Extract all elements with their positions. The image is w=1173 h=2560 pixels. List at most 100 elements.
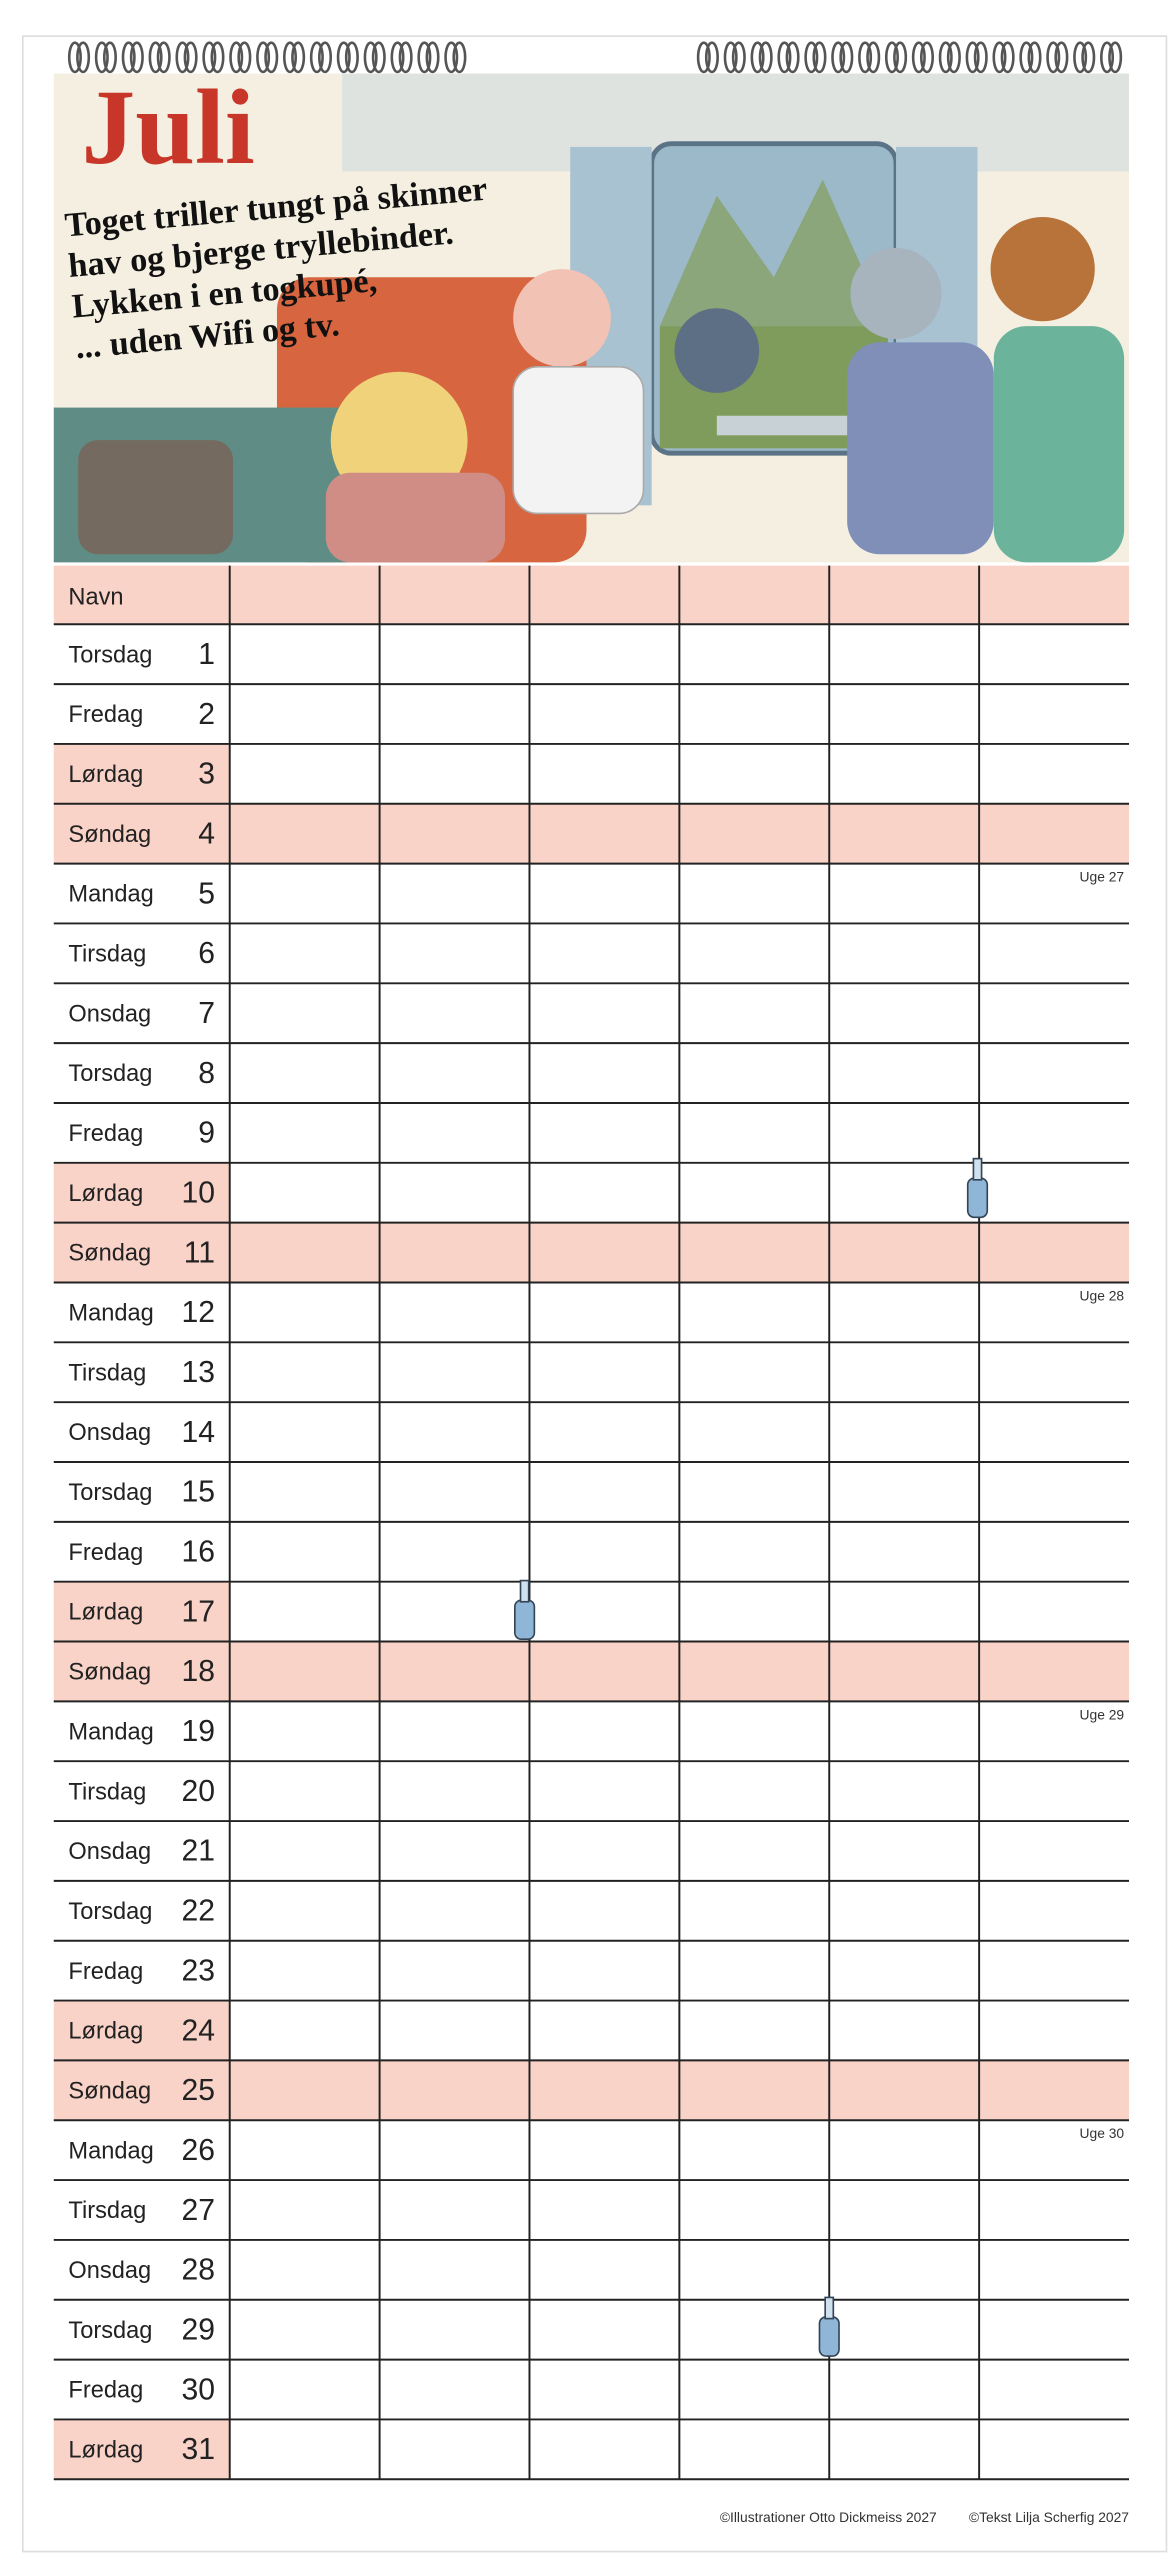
day-number: 7 xyxy=(198,997,215,1030)
ring xyxy=(264,41,279,74)
bottles xyxy=(514,1157,989,2357)
ring xyxy=(919,41,935,74)
ring xyxy=(282,41,297,74)
ring xyxy=(992,41,1007,74)
ring xyxy=(148,41,163,74)
illustration: Juli Toget triller tungt på skinner hav … xyxy=(53,68,1130,563)
ring xyxy=(229,41,244,74)
ring xyxy=(210,41,225,74)
day-name: Fredag xyxy=(68,702,143,728)
weekend-cell xyxy=(53,1581,230,1642)
ring xyxy=(444,41,459,74)
weekend-row xyxy=(53,1222,1130,1283)
day-number: 1 xyxy=(198,638,215,671)
boy xyxy=(674,308,760,393)
day-number: 21 xyxy=(182,1835,216,1868)
suitcase xyxy=(78,440,233,555)
poem: Toget triller tungt på skinner hav og bj… xyxy=(63,171,488,367)
ring xyxy=(839,41,854,74)
day-number: 9 xyxy=(198,1117,215,1150)
day-name: Fredag xyxy=(68,1121,143,1147)
day-name: Søndag xyxy=(68,822,151,848)
week-label: Uge 28 xyxy=(1080,1287,1125,1303)
ring xyxy=(425,41,440,74)
header-label: Navn xyxy=(68,585,123,611)
day-number: 3 xyxy=(198,758,215,791)
ring xyxy=(67,41,82,74)
day-name: Fredag xyxy=(68,1540,143,1566)
ring xyxy=(1027,41,1042,74)
bottle xyxy=(966,1177,989,1219)
day-number: 23 xyxy=(182,1954,216,1987)
day-name: Mandag xyxy=(68,1719,153,1745)
day-name: Tirsdag xyxy=(68,942,146,968)
day-name: Mandag xyxy=(68,2138,153,2164)
day-number: 25 xyxy=(182,2074,216,2107)
ring xyxy=(1000,41,1015,74)
day-name: Torsdag xyxy=(68,1899,152,1925)
day-number: 17 xyxy=(182,1595,216,1628)
day-number: 19 xyxy=(182,1715,216,1748)
ring xyxy=(237,41,252,74)
day-name: Torsdag xyxy=(68,1480,152,1506)
day-number: 10 xyxy=(182,1177,216,1210)
ring xyxy=(704,41,719,74)
binding xyxy=(67,41,1123,74)
day-number: 28 xyxy=(182,2254,216,2287)
ring xyxy=(452,41,467,74)
day-name: Lørdag xyxy=(68,1181,143,1207)
header-row xyxy=(53,565,1130,625)
ring xyxy=(884,41,899,74)
ring xyxy=(973,41,988,74)
day-name: Lørdag xyxy=(68,2438,143,2464)
day-number: 31 xyxy=(182,2433,216,2466)
ring xyxy=(371,41,386,74)
day-number: 12 xyxy=(182,1296,216,1329)
ring xyxy=(946,41,961,74)
day-name: Mandag xyxy=(68,1301,153,1327)
weekend-cell xyxy=(53,1162,230,1223)
day-number: 20 xyxy=(182,1775,216,1808)
ring xyxy=(344,41,359,74)
day-number: 2 xyxy=(198,698,215,731)
ring xyxy=(156,41,171,74)
ring xyxy=(390,41,405,74)
day-name: Mandag xyxy=(68,882,153,908)
mother-body xyxy=(993,326,1125,563)
day-name: Fredag xyxy=(68,1959,143,1985)
ring xyxy=(731,41,746,74)
ring xyxy=(363,41,378,74)
ring xyxy=(336,41,351,74)
ring xyxy=(831,41,846,74)
ring xyxy=(291,41,306,74)
mother xyxy=(990,216,1095,322)
ring xyxy=(758,41,773,74)
woman xyxy=(850,247,942,340)
day-name: Onsdag xyxy=(68,1001,151,1027)
day-number: 18 xyxy=(182,1655,216,1688)
ring xyxy=(965,41,980,74)
day-name: Onsdag xyxy=(68,1420,151,1446)
day-number: 24 xyxy=(182,2014,216,2047)
day-name: Søndag xyxy=(68,2078,151,2104)
day-name: Fredag xyxy=(68,2378,143,2404)
week-label: Uge 27 xyxy=(1080,869,1125,885)
ring xyxy=(893,41,908,74)
day-number: 27 xyxy=(182,2194,216,2227)
day-name: Onsdag xyxy=(68,1839,151,1865)
day-name: Torsdag xyxy=(68,642,152,668)
ring xyxy=(417,41,432,74)
ring xyxy=(723,41,738,74)
ring xyxy=(102,41,117,74)
day-name: Tirsdag xyxy=(68,1360,146,1386)
ring xyxy=(804,41,819,74)
ring xyxy=(866,41,881,74)
ring xyxy=(318,41,333,74)
weekend-row xyxy=(53,1641,1130,1702)
day-name: Lørdag xyxy=(68,2019,143,2045)
bottle xyxy=(514,1599,536,1641)
ring xyxy=(911,41,926,74)
ring xyxy=(202,41,217,74)
day-number: 15 xyxy=(182,1476,216,1509)
